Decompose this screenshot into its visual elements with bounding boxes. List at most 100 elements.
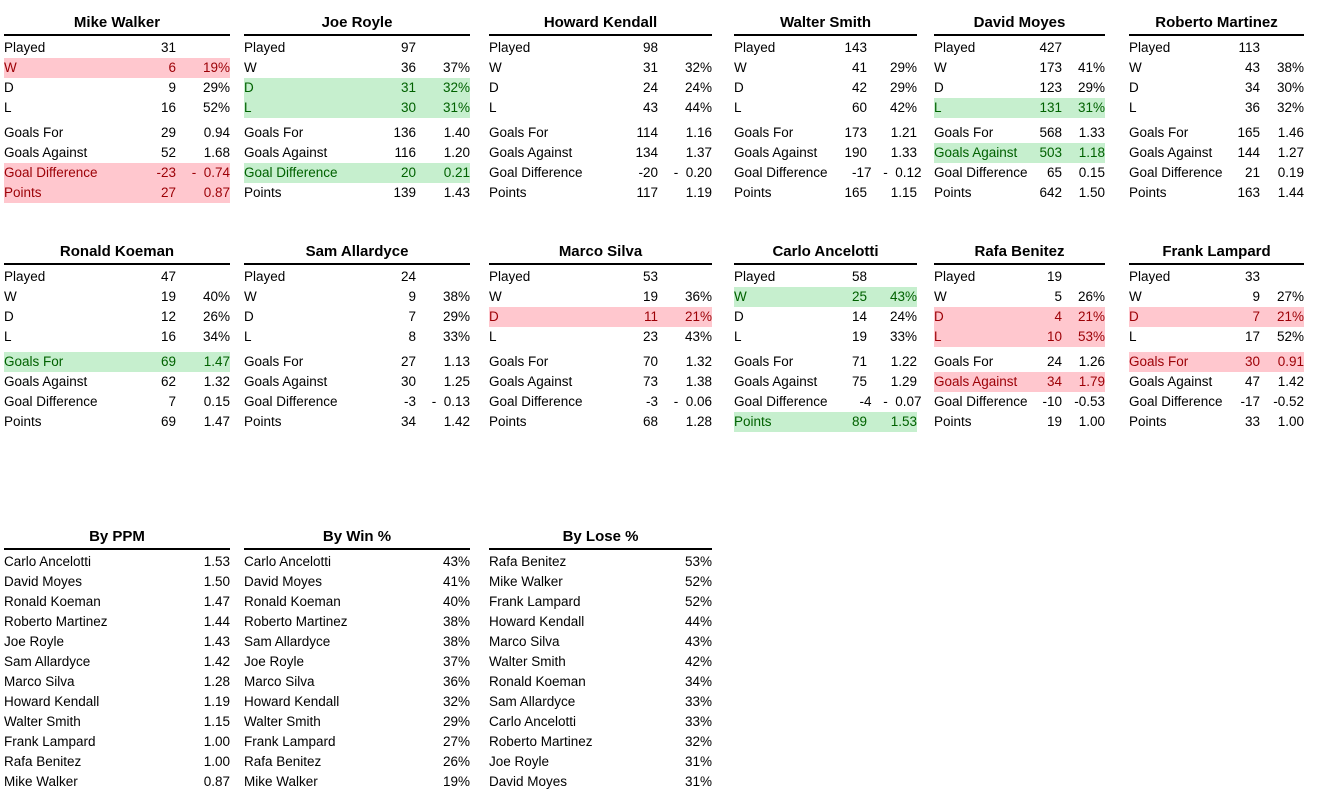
ranking-value: 38% xyxy=(442,634,470,649)
ranking-manager-name: Howard Kendall xyxy=(244,694,340,709)
stat-row: Goals Against 75 1.29 xyxy=(734,372,917,392)
stat-label: D xyxy=(934,309,944,324)
stat-label: Goals For xyxy=(489,125,549,140)
stat-ratio: 52% xyxy=(1276,329,1304,344)
stat-ratio: 24% xyxy=(684,80,712,95)
stat-ratio: 1.15 xyxy=(890,185,917,200)
ranking-value: 19% xyxy=(442,774,470,789)
stat-ratio: 1.68 xyxy=(203,145,230,160)
stat-label: D xyxy=(1129,80,1139,95)
stat-ratio xyxy=(1062,267,1105,287)
stat-label: D xyxy=(489,309,499,324)
stat-ratio xyxy=(867,38,917,58)
stat-ratio xyxy=(658,267,712,287)
stat-label: Goals For xyxy=(934,125,994,140)
ranking-row: Mike Walker 19% xyxy=(244,772,470,792)
stat-label: D xyxy=(4,309,14,324)
stat-label: Goals Against xyxy=(934,374,1018,389)
stat-value: 97 xyxy=(400,40,416,55)
ranking-list: Carlo Ancelotti 1.53 David Moyes 1.50 Ro… xyxy=(4,552,230,792)
stat-ratio: 19% xyxy=(202,60,230,75)
manager-stats: Played 33 W 9 27% D 7 21% L 17 52% Goals… xyxy=(1129,267,1304,432)
stat-label: Goal Difference xyxy=(934,394,1028,409)
stat-value: 144 xyxy=(1237,145,1260,160)
ranking-value: 1.50 xyxy=(203,574,230,589)
stat-ratio: 27% xyxy=(1276,289,1304,304)
stat-ratio: 1.19 xyxy=(685,185,712,200)
stat-label: Points xyxy=(244,414,282,429)
stat-row: D 24 24% xyxy=(489,78,712,98)
stat-value: 173 xyxy=(1039,60,1062,75)
stat-label: Goals For xyxy=(734,354,794,369)
stat-row: Played 47 xyxy=(4,267,230,287)
stat-label: W xyxy=(4,60,17,75)
stat-label: Goals For xyxy=(4,125,64,140)
stat-row: L 30 31% xyxy=(244,98,470,118)
stat-ratio: 1.50 xyxy=(1078,185,1105,200)
stat-value: 503 xyxy=(1039,145,1062,160)
stat-ratio: 1.40 xyxy=(443,125,470,140)
ranking-manager-name: Ronald Koeman xyxy=(4,594,101,609)
stat-ratio: - 0.74 xyxy=(191,165,230,180)
stat-label: L xyxy=(934,329,942,344)
ranking-value: 1.42 xyxy=(203,654,230,669)
stat-ratio: 52% xyxy=(202,100,230,115)
stat-row: Goals Against 503 1.18 xyxy=(934,143,1105,163)
ranking-manager-name: Frank Lampard xyxy=(4,734,96,749)
stat-row: Played 53 xyxy=(489,267,712,287)
ranking-value: 44% xyxy=(684,614,712,629)
stat-row: Goals For 165 1.46 xyxy=(1129,123,1304,143)
manager-table: Roberto Martinez Played 113 W 43 38% D 3… xyxy=(1129,14,1304,203)
stat-value: 34 xyxy=(1244,80,1260,95)
stat-label: Points xyxy=(4,185,42,200)
stat-value: 70 xyxy=(642,354,658,369)
stat-value: 31 xyxy=(642,60,658,75)
stat-value: 6 xyxy=(168,60,176,75)
stat-value: 29 xyxy=(160,125,176,140)
stat-label: D xyxy=(489,80,499,95)
stat-row: D 7 29% xyxy=(244,307,470,327)
stat-label: D xyxy=(244,309,254,324)
ranking-row: Walter Smith 29% xyxy=(244,712,470,732)
stat-row: D 123 29% xyxy=(934,78,1105,98)
stat-label: Goal Difference xyxy=(734,394,828,409)
ranking-value: 33% xyxy=(684,714,712,729)
manager-stats: Played 58 W 25 43% D 14 24% L 19 33% Goa… xyxy=(734,267,922,432)
stat-ratio: - 0.12 xyxy=(883,165,922,180)
ranking-list: Rafa Benitez 53% Mike Walker 52% Frank L… xyxy=(489,552,712,792)
ranking-manager-name: Joe Royle xyxy=(489,754,550,769)
stat-row: Goals Against 52 1.68 xyxy=(4,143,230,163)
stat-label: W xyxy=(1129,60,1142,75)
stat-row: Points 89 1.53 xyxy=(734,412,917,432)
stat-row: Goal Difference -10 -0.53 xyxy=(934,392,1105,412)
stat-ratio xyxy=(1260,38,1304,58)
stat-ratio: 26% xyxy=(1077,289,1105,304)
ranking-row: Joe Royle 31% xyxy=(489,752,712,772)
stat-value: 19 xyxy=(851,329,867,344)
ranking-manager-name: Sam Allardyce xyxy=(489,694,576,709)
stat-value: 123 xyxy=(1039,80,1062,95)
stat-value: -23 xyxy=(156,165,176,180)
stat-label: Goals Against xyxy=(244,145,328,160)
ranking-row: Ronald Koeman 40% xyxy=(244,592,470,612)
stat-value: 17 xyxy=(1244,329,1260,344)
manager-stats: Played 24 W 9 38% D 7 29% L 8 33% Goals … xyxy=(244,267,470,432)
stat-row: W 36 37% xyxy=(244,58,470,78)
stat-row: Points 165 1.15 xyxy=(734,183,917,203)
stat-value: 41 xyxy=(851,60,867,75)
stat-row: D 4 21% xyxy=(934,307,1105,327)
manager-name: Roberto Martinez xyxy=(1129,14,1304,36)
stat-value: -3 xyxy=(645,394,658,409)
stat-value: 25 xyxy=(851,289,867,304)
stat-ratio: 1.47 xyxy=(203,354,230,369)
stat-value: 21 xyxy=(1244,165,1260,180)
stat-value: 7 xyxy=(168,394,176,409)
ranking-row: Joe Royle 1.43 xyxy=(4,632,230,652)
stat-ratio: 0.19 xyxy=(1277,165,1304,180)
stat-row: W 31 32% xyxy=(489,58,712,78)
stat-ratio xyxy=(1062,38,1105,58)
manager-name: Howard Kendall xyxy=(489,14,712,36)
stat-ratio: 1.46 xyxy=(1277,125,1304,140)
stat-label: Played xyxy=(489,40,531,55)
stat-value: 116 xyxy=(394,145,416,160)
